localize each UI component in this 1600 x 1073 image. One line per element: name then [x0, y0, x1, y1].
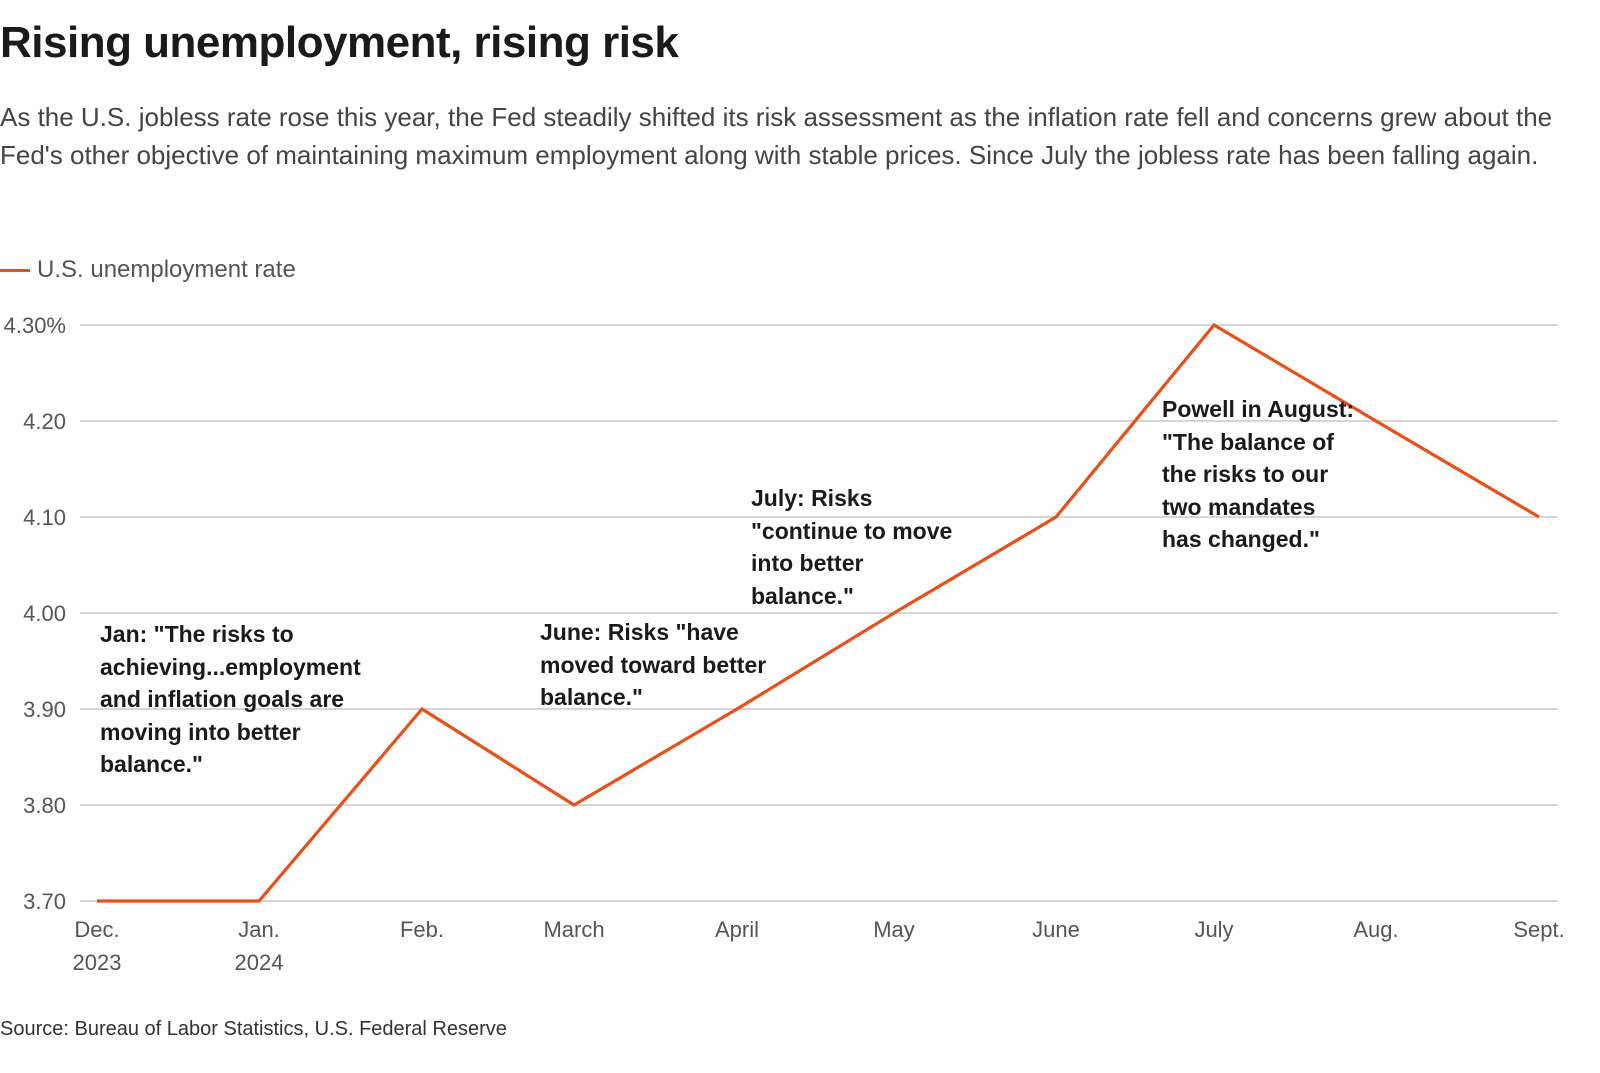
legend-label: U.S. unemployment rate: [37, 256, 296, 283]
chart-title: Rising unemployment, rising risk: [0, 18, 679, 67]
legend: U.S. unemployment rate: [0, 256, 296, 284]
x-tick-label: July: [1194, 917, 1233, 942]
x-tick-label: March: [543, 917, 604, 942]
x-tick-label: Dec.: [74, 917, 119, 942]
annotation-powell-august: Powell in August: "The balance of the ri…: [1162, 396, 1355, 552]
x-tick-label: Sept.: [1513, 917, 1564, 942]
legend-swatch: [0, 268, 30, 272]
x-tick-label: May: [873, 917, 915, 942]
x-tick-label: Jan.: [238, 917, 280, 942]
y-tick-label: 4.10: [23, 505, 66, 530]
y-tick-label: 4.00: [23, 601, 66, 626]
x-tick-label: 2023: [73, 950, 122, 975]
y-tick-label: 4.30%: [4, 313, 66, 338]
line-chart: 3.70 3.80 3.90 4.00 4.10 4.20 4.30% Dec. 2023 Jan…: [4, 313, 1565, 975]
x-tick-label: Aug.: [1353, 917, 1398, 942]
source-note: Source: Bureau of Labor Statistics, U.S.…: [0, 1018, 507, 1040]
x-tick-label: April: [715, 917, 759, 942]
y-tick-label: 4.20: [23, 409, 66, 434]
unemployment-rate-line: [97, 322, 1540, 903]
chart-subtitle: As the U.S. jobless rate rose this year,…: [0, 102, 1553, 170]
x-tick-label: Feb.: [400, 917, 444, 942]
annotation-june: June: Risks "have moved toward better ba…: [540, 619, 767, 710]
y-tick-label: 3.90: [23, 697, 66, 722]
x-tick-label: 2024: [235, 950, 284, 975]
annotation-july: July: Risks "continue to move into bette…: [751, 485, 953, 609]
x-tick-label: June: [1032, 917, 1080, 942]
y-tick-label: 3.80: [23, 793, 66, 818]
annotation-jan: Jan: "The risks to achieving...employmen…: [100, 621, 361, 777]
y-tick-label: 3.70: [23, 889, 66, 914]
